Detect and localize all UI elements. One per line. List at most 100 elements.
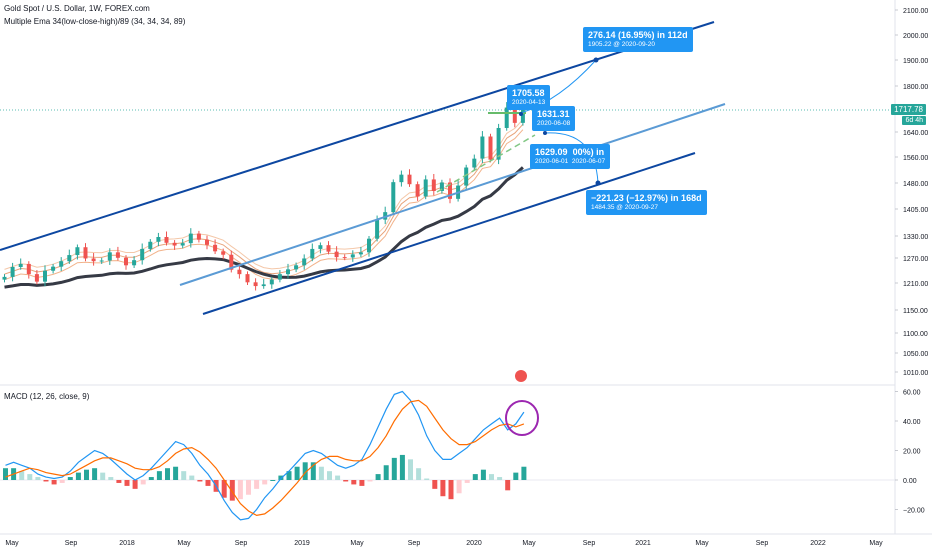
candle-body: [496, 127, 501, 160]
ema-high: [4, 119, 524, 270]
macd-histogram-bar: [59, 480, 65, 483]
time-tick-label: May: [177, 540, 191, 547]
candle-body: [302, 258, 307, 266]
macd-histogram-bar: [521, 466, 527, 480]
macd-histogram-bar: [391, 457, 397, 480]
channel-mid: [179, 103, 726, 286]
macd-histogram-bar: [343, 480, 349, 482]
candle-body: [334, 251, 339, 258]
annotation-target-up[interactable]: 276.14 (16.95%) in 112d 1905.22 @ 2020-0…: [583, 27, 693, 52]
macd-histogram-bar: [310, 462, 316, 480]
macd-histogram-bar: [480, 469, 486, 480]
ema-band: [4, 119, 524, 289]
highlight-circle: [505, 400, 539, 436]
annotation-1705[interactable]: 1705.58 2020-04-13: [507, 85, 551, 110]
time-tick-label: May: [350, 540, 364, 547]
macd-histogram-bar: [408, 459, 413, 480]
candle-body: [221, 251, 226, 255]
anchor-point: [519, 112, 523, 116]
drawing-overlays: [0, 21, 726, 382]
candle-body: [99, 260, 104, 262]
candle-body: [34, 274, 39, 282]
time-tick-label: Sep: [756, 540, 769, 547]
macd-tick-label: 60.00: [903, 390, 921, 397]
macd-tick-label: 20.00: [903, 449, 921, 456]
candle-body: [472, 158, 477, 168]
signal-line: [5, 399, 525, 517]
macd-histogram-bar: [383, 465, 389, 480]
macd-histogram-bar: [489, 474, 494, 480]
candle-body: [431, 179, 436, 192]
candle-body: [51, 266, 56, 271]
candle-body: [261, 284, 266, 287]
annotation-1629[interactable]: 1629.09 00%) in 2020-06-01 2020-06-07: [530, 144, 611, 169]
macd-histogram-bar: [254, 480, 260, 489]
candle-body: [18, 263, 23, 267]
candle-body: [91, 258, 96, 262]
candle-body: [205, 239, 209, 245]
candle-body: [358, 252, 363, 255]
macd-histogram-bar: [335, 475, 341, 480]
macd-histogram-bar: [246, 480, 251, 495]
candle-body: [391, 182, 396, 213]
price-tick-label: 1010.00: [903, 370, 928, 377]
annotation-1631[interactable]: 1631.31 2020-06-08: [532, 106, 576, 131]
candle-body: [350, 254, 355, 258]
candle-body: [180, 243, 185, 246]
time-tick-label: Sep: [583, 540, 596, 547]
macd-histogram-bar: [205, 480, 211, 486]
candle-body: [10, 266, 15, 277]
candle-body: [480, 136, 485, 159]
annotation-target-down[interactable]: −221.23 (−12.97%) in 168d 1484.35 @ 2020…: [586, 190, 707, 215]
last-price-badge: 1717.78: [891, 104, 926, 115]
candle-body: [399, 174, 404, 183]
time-tick-label: May: [695, 540, 709, 547]
macd-histogram-bar: [67, 477, 73, 480]
price-tick-label: 1405.00: [903, 207, 928, 214]
price-tick-label: 1150.00: [903, 308, 928, 315]
axes: 2100.00 2000.00 1900.00 1800.00 1640.00 1560.…: [5, 8, 928, 547]
grid-lines: [0, 0, 932, 535]
macd-histogram-bar: [35, 477, 41, 480]
trend-dashed: [436, 134, 536, 193]
macd-histogram-bar: [108, 477, 114, 480]
macd-line: [5, 390, 525, 521]
macd-histogram-bar: [456, 480, 462, 494]
macd-histogram-bar: [318, 466, 324, 480]
candle-body: [172, 242, 177, 246]
macd-legend: MACD (12, 26, close, 9): [4, 392, 90, 401]
candles: [2, 100, 525, 291]
price-tick-label: 1900.00: [903, 58, 928, 65]
candle-body: [140, 248, 145, 261]
macd-histogram-bar: [181, 471, 187, 480]
macd-histogram-bar: [286, 471, 292, 480]
candle-body: [326, 245, 331, 252]
time-tick-label: 2020: [466, 540, 482, 547]
macd-histogram-bar: [92, 468, 98, 480]
candle-body: [245, 274, 250, 283]
candle-body: [318, 245, 323, 249]
candle-body: [115, 252, 120, 258]
candle-body: [2, 276, 7, 280]
candle-body: [132, 260, 137, 266]
candle-body: [83, 247, 88, 259]
macd-histogram-bar: [237, 480, 243, 500]
macd-histogram-bar: [367, 480, 373, 482]
macd-histogram-bar: [424, 478, 430, 480]
candle-body: [269, 279, 274, 285]
time-tick-label: Sep: [408, 540, 421, 547]
candle-body: [229, 254, 234, 270]
price-tick-label: 2100.00: [903, 8, 928, 15]
ema-low: [4, 129, 524, 281]
projection-up: [520, 59, 597, 114]
macd-histogram-bar: [100, 472, 106, 480]
candle-body: [407, 174, 412, 185]
projection-up-point: [593, 57, 599, 63]
time-tick-label: May: [522, 540, 536, 547]
candle-body: [277, 274, 282, 280]
macd-histogram-bar: [497, 477, 503, 480]
macd-histogram-bar: [156, 471, 162, 480]
macd-histogram-bar: [197, 480, 203, 482]
price-tick-label: 1640.00: [903, 130, 928, 137]
